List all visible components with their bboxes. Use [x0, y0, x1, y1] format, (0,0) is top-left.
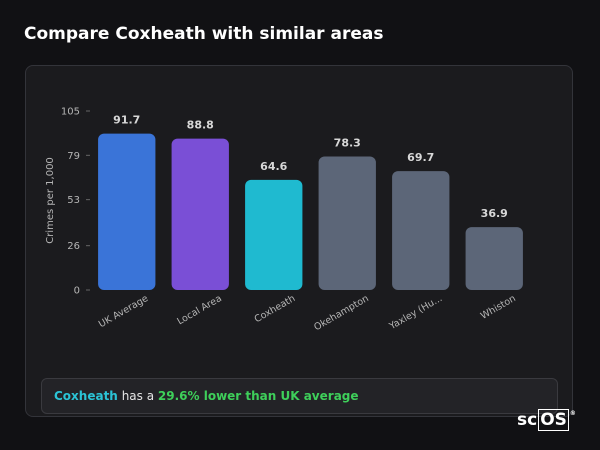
- value-label: 78.3: [334, 137, 361, 150]
- page-title: Compare Coxheath with similar areas: [24, 24, 384, 44]
- bar: [245, 179, 303, 290]
- logo-box: OS: [538, 409, 569, 431]
- value-label: 64.6: [260, 160, 287, 173]
- value-label: 88.8: [187, 119, 214, 132]
- value-label: 36.9: [481, 207, 508, 220]
- y-tick-label: 26: [67, 241, 80, 252]
- note-highlight: 29.6% lower than UK average: [157, 389, 359, 403]
- area-name: Coxheath: [54, 389, 118, 403]
- x-tick-label: Coxheath: [253, 293, 298, 325]
- x-tick-label: Local Area: [175, 293, 223, 327]
- bar: [171, 138, 229, 290]
- y-tick-label: 105: [61, 107, 80, 118]
- x-tick-label: Okehampton: [312, 293, 370, 333]
- logo-prefix: sc: [517, 410, 538, 430]
- x-tick-label: Yaxley (Hu...: [387, 293, 444, 333]
- logo-mark: ®: [569, 410, 576, 417]
- x-tick-label: UK Average: [97, 293, 150, 330]
- x-tick-label: Whiston: [479, 293, 518, 322]
- bar: [392, 171, 450, 290]
- note-text: has a: [121, 389, 155, 403]
- y-tick-label: 53: [67, 195, 80, 206]
- logo: sc OS ®: [517, 409, 576, 431]
- value-label: 69.7: [407, 151, 434, 164]
- bar: [465, 227, 523, 290]
- value-label: 91.7: [113, 114, 140, 127]
- comparison-note: Coxheath has a 29.6% lower than UK avera…: [41, 378, 558, 414]
- y-axis-label: Crimes per 1,000: [45, 157, 56, 244]
- bar: [98, 133, 156, 290]
- y-tick-label: 79: [67, 151, 80, 162]
- y-tick-label: 0: [74, 286, 80, 297]
- bar: [318, 156, 376, 290]
